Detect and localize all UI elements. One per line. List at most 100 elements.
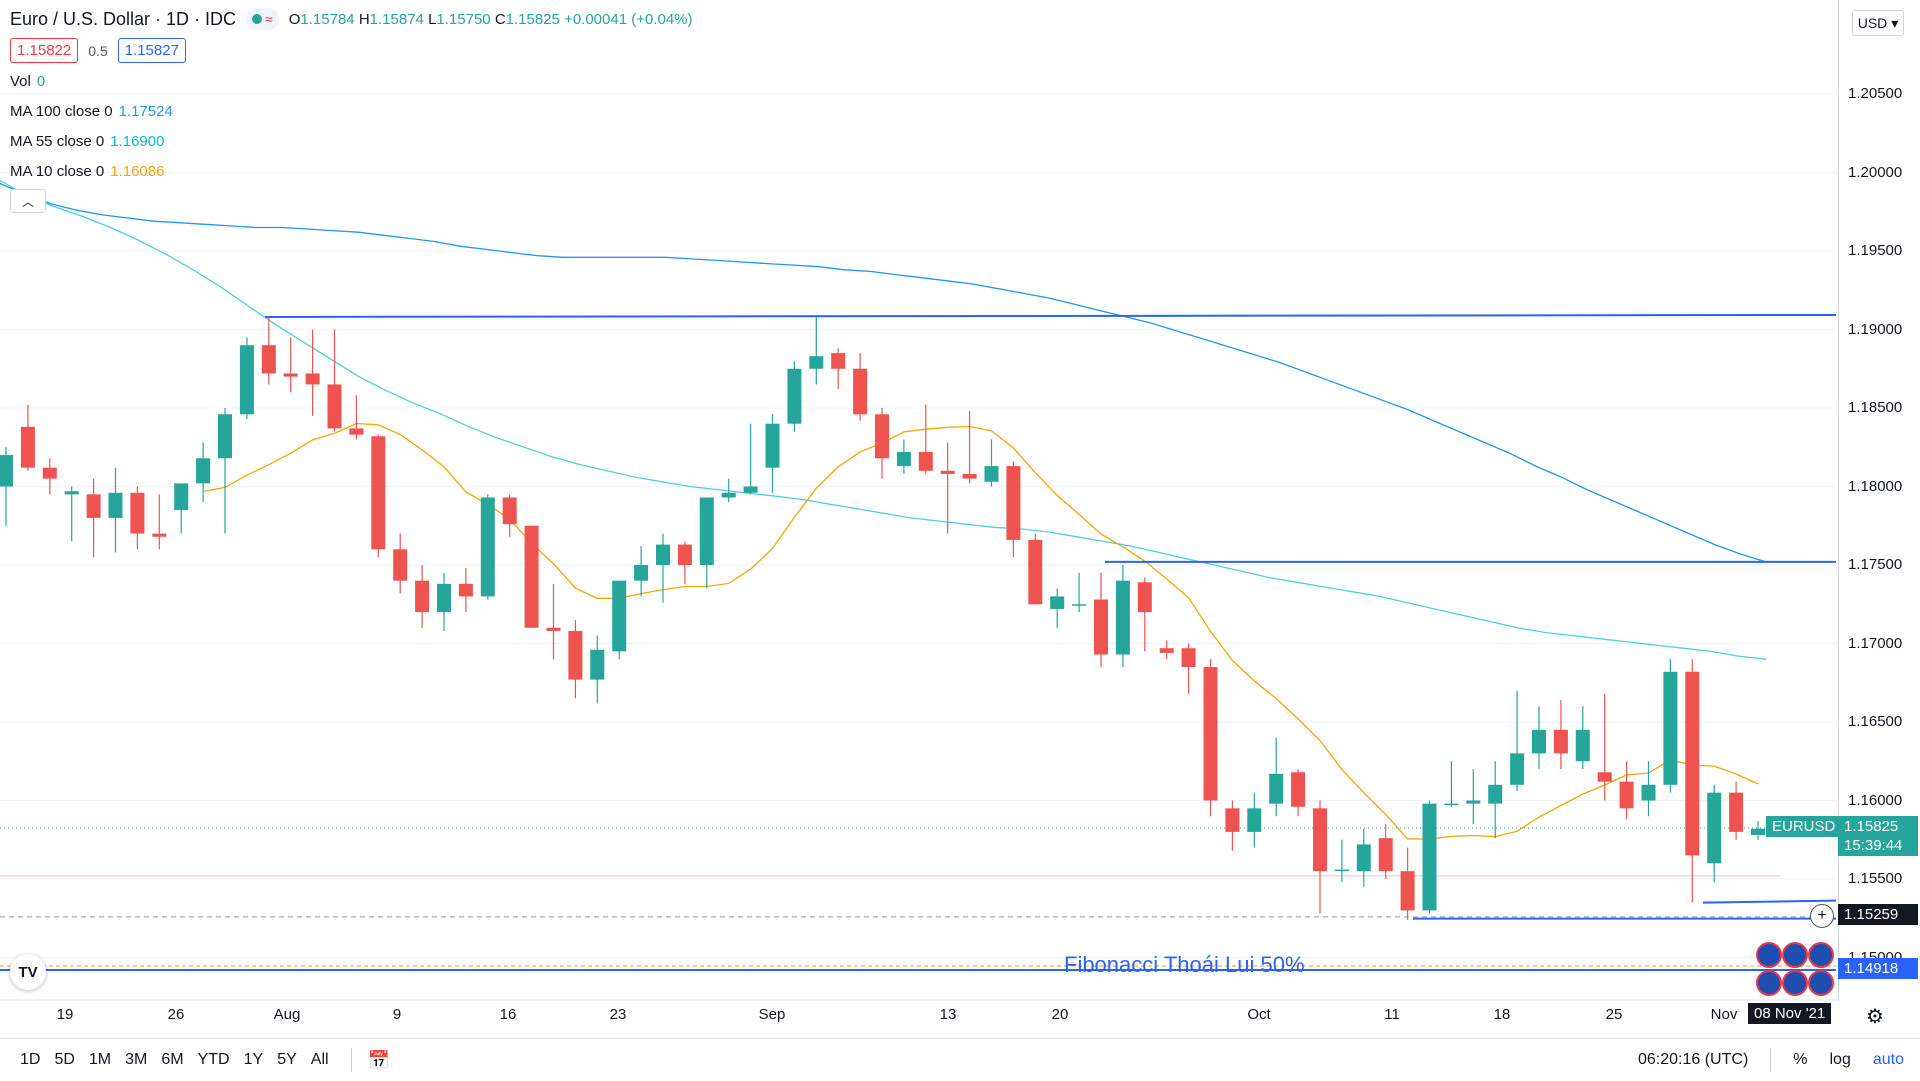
- gear-icon[interactable]: ⚙: [1866, 1006, 1884, 1028]
- candle-body: [415, 580, 430, 613]
- price-chart[interactable]: [0, 0, 1920, 1038]
- candle-body: [831, 353, 846, 369]
- add-alert-icon[interactable]: +: [1810, 904, 1834, 928]
- candle-body: [1247, 808, 1262, 832]
- candle-body: [590, 649, 605, 680]
- wave-icon: ≈: [265, 11, 273, 27]
- price-axis-label: 1.20000: [1848, 163, 1903, 181]
- fib-price-tag: 1.14918: [1838, 958, 1918, 979]
- candle-body: [108, 492, 123, 518]
- resistance-line: [264, 313, 1837, 318]
- buy-button[interactable]: 1.15827: [117, 38, 186, 63]
- ma55-line: [0, 179, 1767, 660]
- us-flag-icon[interactable]: [1782, 942, 1808, 968]
- candle-body: [393, 549, 408, 581]
- indicator-vol[interactable]: Vol 0: [10, 73, 46, 90]
- ohlc-values: O1.15784 H1.15874 L1.15750 C1.15825 +0.0…: [288, 10, 693, 28]
- symbol-title[interactable]: Euro / U.S. Dollar · 1D · IDC: [10, 8, 237, 29]
- sell-button[interactable]: 1.15822: [10, 38, 79, 63]
- candle-body: [1159, 648, 1174, 653]
- price-axis-label: 1.20500: [1848, 85, 1903, 102]
- price-axis[interactable]: [1838, 0, 1920, 1000]
- candle-body: [437, 583, 451, 613]
- candle-body: [261, 345, 276, 374]
- time-axis-label: 16: [499, 1006, 517, 1023]
- bottom-toolbar: 1D 5D 1M 3M 6M YTD 1Y 5Y All 📅 06:20:16 …: [0, 1038, 1920, 1081]
- candle-body: [458, 583, 473, 597]
- collapse-legend-button[interactable]: ︿: [10, 189, 46, 213]
- timeframe-1y[interactable]: 1Y: [243, 1051, 264, 1068]
- candle-body: [1597, 772, 1612, 782]
- time-axis-label: Sep: [758, 1006, 786, 1023]
- candle-body: [1619, 781, 1634, 809]
- time-axis-label: 9: [392, 1006, 402, 1023]
- candle-body: [940, 470, 955, 474]
- countdown-tag: 15:39:44: [1838, 835, 1918, 856]
- us-flag-icon[interactable]: [1756, 970, 1782, 996]
- candle-body: [1291, 772, 1306, 807]
- price-axis-label: 1.16500: [1848, 713, 1903, 730]
- candle-body: [1334, 869, 1349, 872]
- time-axis-label: 25: [1605, 1006, 1623, 1023]
- candle-body: [371, 436, 386, 550]
- candle-body: [612, 580, 627, 652]
- timeframe-ytd[interactable]: YTD: [197, 1051, 230, 1068]
- eu-flag-icon[interactable]: [1782, 970, 1808, 996]
- indicator-ma55[interactable]: MA 55 close 0 1.16900: [10, 133, 165, 150]
- clock[interactable]: 06:20:16 (UTC): [1638, 1051, 1749, 1068]
- time-axis-label: 18: [1493, 1006, 1511, 1023]
- candle-body: [677, 544, 692, 565]
- indicator-ma10[interactable]: MA 10 close 0 1.16086: [10, 163, 165, 180]
- calendar-range-icon[interactable]: 📅: [367, 1049, 390, 1070]
- currency-selector[interactable]: USD ▾: [1852, 10, 1904, 36]
- timeframe-all[interactable]: All: [310, 1051, 329, 1068]
- price-axis-label: 1.19000: [1848, 320, 1903, 338]
- candle-body: [1269, 773, 1284, 804]
- percent-toggle[interactable]: %: [1793, 1051, 1808, 1068]
- ma10-line: [202, 422, 1759, 840]
- time-axis-label: 19: [56, 1006, 74, 1023]
- candle-body: [480, 497, 495, 597]
- price-axis-label: 1.18500: [1848, 399, 1903, 416]
- candle-body: [305, 373, 320, 385]
- timeframe-3m[interactable]: 3M: [125, 1051, 148, 1068]
- timeframe-1m[interactable]: 1M: [88, 1051, 112, 1068]
- candle-body: [1751, 828, 1765, 836]
- candle-body: [152, 533, 167, 537]
- candle-body: [743, 486, 758, 493]
- chevron-up-icon: ︿: [21, 194, 34, 209]
- candle-body: [86, 494, 101, 518]
- eu-flag-icon[interactable]: [1808, 970, 1834, 996]
- timeframe-1d[interactable]: 1D: [20, 1051, 41, 1068]
- us-flag-icon[interactable]: [1756, 942, 1782, 968]
- candle-body: [1532, 729, 1546, 754]
- candle-body: [568, 630, 583, 680]
- candle-body: [349, 428, 364, 435]
- timeframe-6m[interactable]: 6M: [161, 1051, 184, 1068]
- time-axis-label: Aug: [273, 1006, 301, 1023]
- last-price-tag: 1.15825: [1838, 816, 1918, 837]
- candle-body: [765, 423, 780, 468]
- candle-body: [809, 356, 824, 369]
- candle-body: [721, 492, 736, 498]
- timeframe-5y[interactable]: 5Y: [277, 1051, 297, 1068]
- indicator-ma100[interactable]: MA 100 close 0 1.17524: [10, 103, 173, 120]
- candle-body: [1028, 539, 1043, 605]
- tradingview-logo-icon[interactable]: TV: [10, 954, 46, 990]
- candle-body: [1663, 671, 1678, 785]
- candle-body: [1181, 648, 1196, 668]
- candle-body: [1422, 803, 1437, 911]
- candle-body: [502, 497, 517, 525]
- time-axis-label: 23: [609, 1006, 627, 1023]
- candle-body: [1400, 871, 1415, 911]
- auto-toggle[interactable]: auto: [1872, 1051, 1904, 1068]
- candle-body: [634, 565, 649, 581]
- candle-body: [1553, 729, 1568, 754]
- candle-body: [42, 467, 57, 479]
- candle-body: [1685, 671, 1700, 856]
- timeframe-5d[interactable]: 5D: [54, 1051, 75, 1068]
- candle-body: [1641, 784, 1656, 801]
- log-toggle[interactable]: log: [1829, 1051, 1851, 1068]
- candle-body: [1050, 596, 1065, 609]
- eu-flag-icon[interactable]: [1808, 942, 1834, 968]
